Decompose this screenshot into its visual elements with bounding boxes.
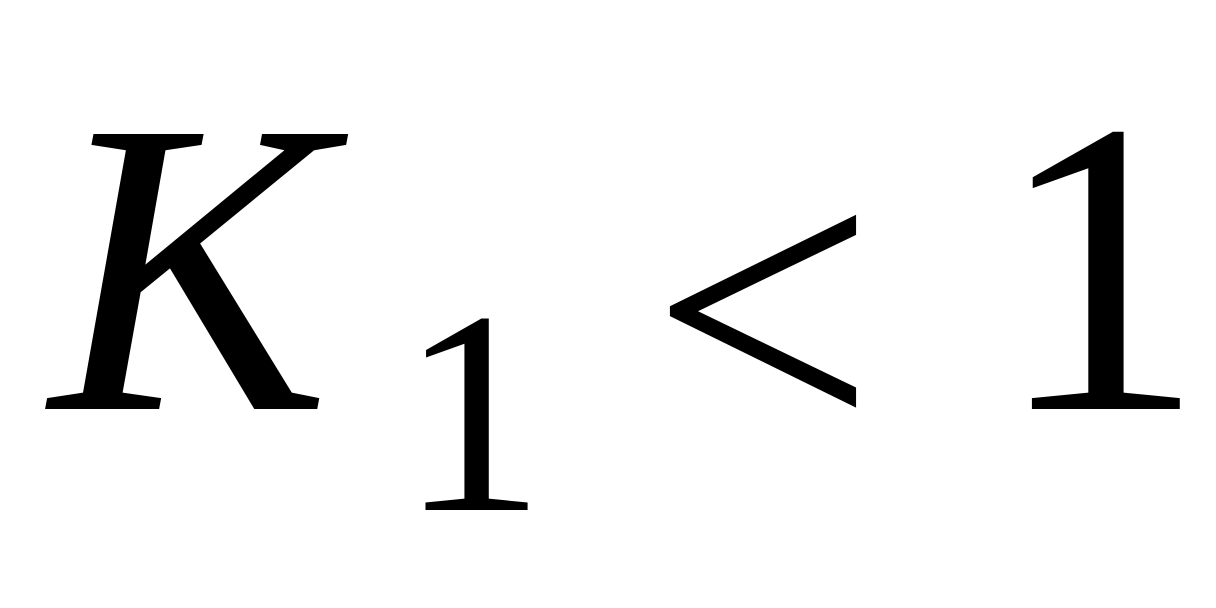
formula-subscript: 1	[400, 252, 545, 573]
formula-right-hand-side: 1	[995, 35, 1205, 500]
formula-variable: K	[50, 35, 331, 500]
formula-less-than-sign: <	[650, 88, 876, 531]
